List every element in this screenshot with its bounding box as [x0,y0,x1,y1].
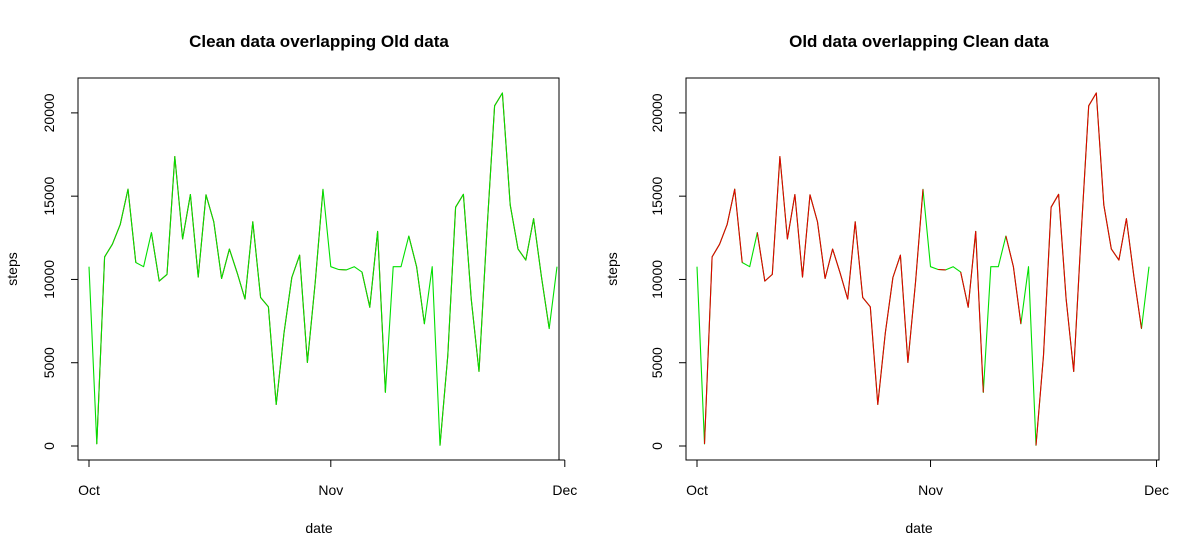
y-tick-label: 20000 [649,93,665,132]
chart-title: Clean data overlapping Old data [189,32,449,51]
y-tick-label: 15000 [41,176,57,215]
series-layer [696,92,1150,446]
x-tick-label: Dec [1144,482,1169,498]
y-tick-label: 5000 [649,347,665,378]
old-data-line [756,155,924,406]
y-tick-label: 5000 [41,347,57,378]
plot-frame [77,77,560,461]
x-axis-label: date [905,520,932,536]
x-axis-label: date [305,520,332,536]
chart-title: Old data overlapping Clean data [789,32,1049,51]
old-data-line [150,155,324,406]
y-tick-label: 20000 [41,93,57,132]
y-tick-label: 15000 [649,176,665,215]
chart-panel-right: Old data overlapping Clean data date ste… [604,32,1169,536]
x-tick-label: Nov [918,482,943,498]
x-tick-label: Dec [552,482,577,498]
y-tick-label: 0 [649,442,665,450]
old-data-line [1005,235,1022,324]
axis-ticks: Oct Nov Dec 0 5000 10000 15000 20000 [41,93,577,498]
plot-frame [685,77,1160,461]
old-data-line [960,230,984,393]
y-axis-label: steps [604,252,620,285]
x-tick-label: Oct [686,482,708,498]
x-tick-label: Nov [318,482,343,498]
y-tick-label: 10000 [649,260,665,299]
y-tick-label: 10000 [41,260,57,299]
x-tick-label: Oct [78,482,100,498]
old-data-line [1035,92,1143,446]
chart-panel-left: Clean data overlapping Old data date ste… [4,32,577,536]
axis-ticks: Oct Nov Dec 0 5000 10000 15000 20000 [649,93,1169,498]
y-axis-label: steps [4,252,20,285]
old-data-line [439,92,550,446]
series-layer [88,92,558,446]
old-data-line [703,188,743,444]
clean-data-line [88,92,558,446]
y-tick-label: 0 [41,442,57,450]
clean-data-line [696,92,1150,446]
